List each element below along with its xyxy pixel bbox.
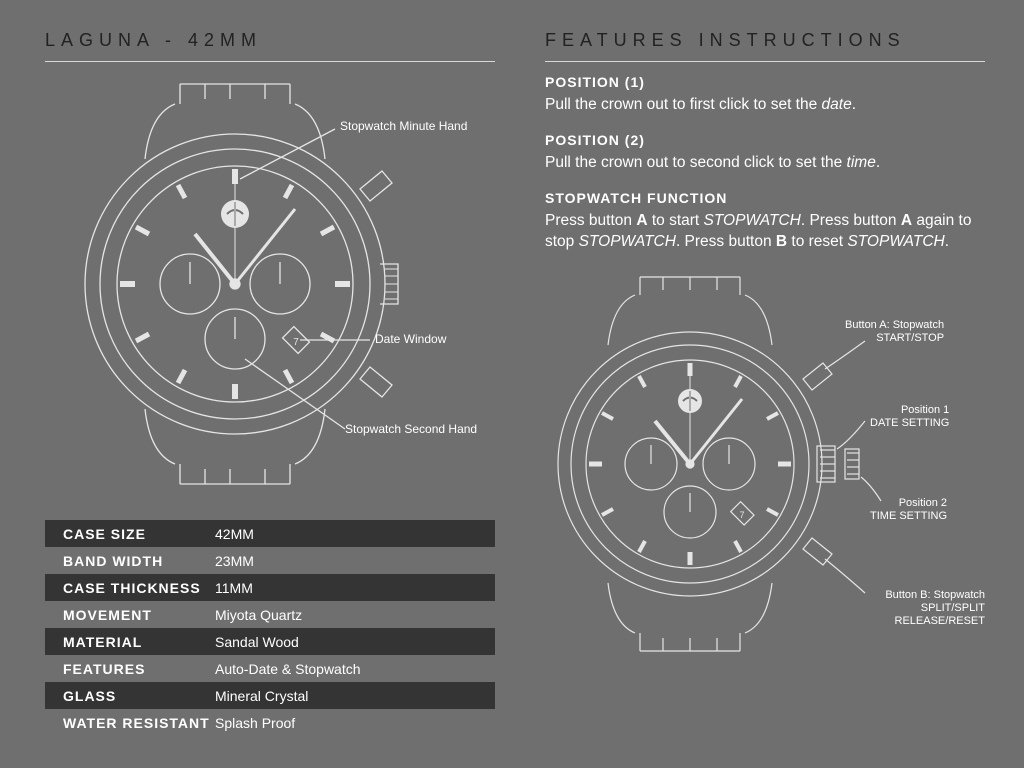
callout-button-b: Button B: StopwatchSPLIT/SPLIT RELEASE/R… bbox=[835, 589, 985, 629]
instruction-pos1: POSITION (1) Pull the crown out to first… bbox=[545, 74, 985, 116]
left-column: LAGUNA - 42MM bbox=[45, 30, 495, 494]
right-title: FEATURES INSTRUCTIONS bbox=[545, 30, 985, 51]
spec-label: CASE THICKNESS bbox=[45, 580, 215, 596]
instruction-pos2: POSITION (2) Pull the crown out to secon… bbox=[545, 132, 985, 174]
spec-label: FEATURES bbox=[45, 661, 215, 677]
spec-value: 11MM bbox=[215, 580, 253, 596]
spec-row: FEATURESAuto-Date & Stopwatch bbox=[45, 655, 495, 682]
instruction-stopwatch: STOPWATCH FUNCTION Press button A to sta… bbox=[545, 190, 985, 253]
callout-pos2: Position 2TIME SETTING bbox=[870, 497, 947, 523]
spec-label: BAND WIDTH bbox=[45, 553, 215, 569]
left-rule bbox=[45, 61, 495, 62]
spec-value: Mineral Crystal bbox=[215, 688, 308, 704]
pos2-body: Pull the crown out to second click to se… bbox=[545, 153, 985, 174]
spec-row: GLASSMineral Crystal bbox=[45, 682, 495, 709]
spec-row: CASE SIZE42MM bbox=[45, 520, 495, 547]
spec-row: BAND WIDTH23MM bbox=[45, 547, 495, 574]
spec-row: WATER RESISTANTSplash Proof bbox=[45, 709, 495, 736]
svg-text:7: 7 bbox=[739, 510, 744, 520]
sw-head: STOPWATCH FUNCTION bbox=[545, 190, 985, 206]
callout-second-hand: Stopwatch Second Hand bbox=[345, 422, 477, 436]
callout-pos1: Position 1DATE SETTING bbox=[870, 404, 949, 430]
spec-value: Miyota Quartz bbox=[215, 607, 302, 623]
spec-label: GLASS bbox=[45, 688, 215, 704]
left-title: LAGUNA - 42MM bbox=[45, 30, 495, 51]
callout-minute-hand: Stopwatch Minute Hand bbox=[340, 119, 467, 133]
spec-value: 23MM bbox=[215, 553, 254, 569]
spec-row: MATERIALSandal Wood bbox=[45, 628, 495, 655]
spec-value: Sandal Wood bbox=[215, 634, 299, 650]
right-column: FEATURES INSTRUCTIONS POSITION (1) Pull … bbox=[545, 30, 985, 679]
callout-date-window: Date Window bbox=[375, 332, 446, 346]
spec-value: 42MM bbox=[215, 526, 254, 542]
spec-value: Splash Proof bbox=[215, 715, 295, 731]
spec-row: CASE THICKNESS11MM bbox=[45, 574, 495, 601]
pos1-head: POSITION (1) bbox=[545, 74, 985, 90]
specs-table: CASE SIZE42MMBAND WIDTH23MMCASE THICKNES… bbox=[45, 520, 495, 736]
pos1-body: Pull the crown out to first click to set… bbox=[545, 95, 985, 116]
spec-label: CASE SIZE bbox=[45, 526, 215, 542]
callout-button-a: Button A: StopwatchSTART/STOP bbox=[845, 319, 944, 345]
pos2-head: POSITION (2) bbox=[545, 132, 985, 148]
left-watch-diagram: 7 Stopwatch Minute Hand Date Window Stop… bbox=[45, 74, 495, 494]
spec-value: Auto-Date & Stopwatch bbox=[215, 661, 361, 677]
sw-body: Press button A to start STOPWATCH. Press… bbox=[545, 211, 985, 253]
spec-label: MATERIAL bbox=[45, 634, 215, 650]
svg-text:7: 7 bbox=[293, 337, 299, 348]
spec-row: MOVEMENTMiyota Quartz bbox=[45, 601, 495, 628]
right-rule bbox=[545, 61, 985, 62]
spec-label: MOVEMENT bbox=[45, 607, 215, 623]
spec-label: WATER RESISTANT bbox=[45, 715, 215, 731]
right-watch-diagram: 7 Button A: StopwatchSTART/STOP Posi bbox=[545, 269, 985, 679]
